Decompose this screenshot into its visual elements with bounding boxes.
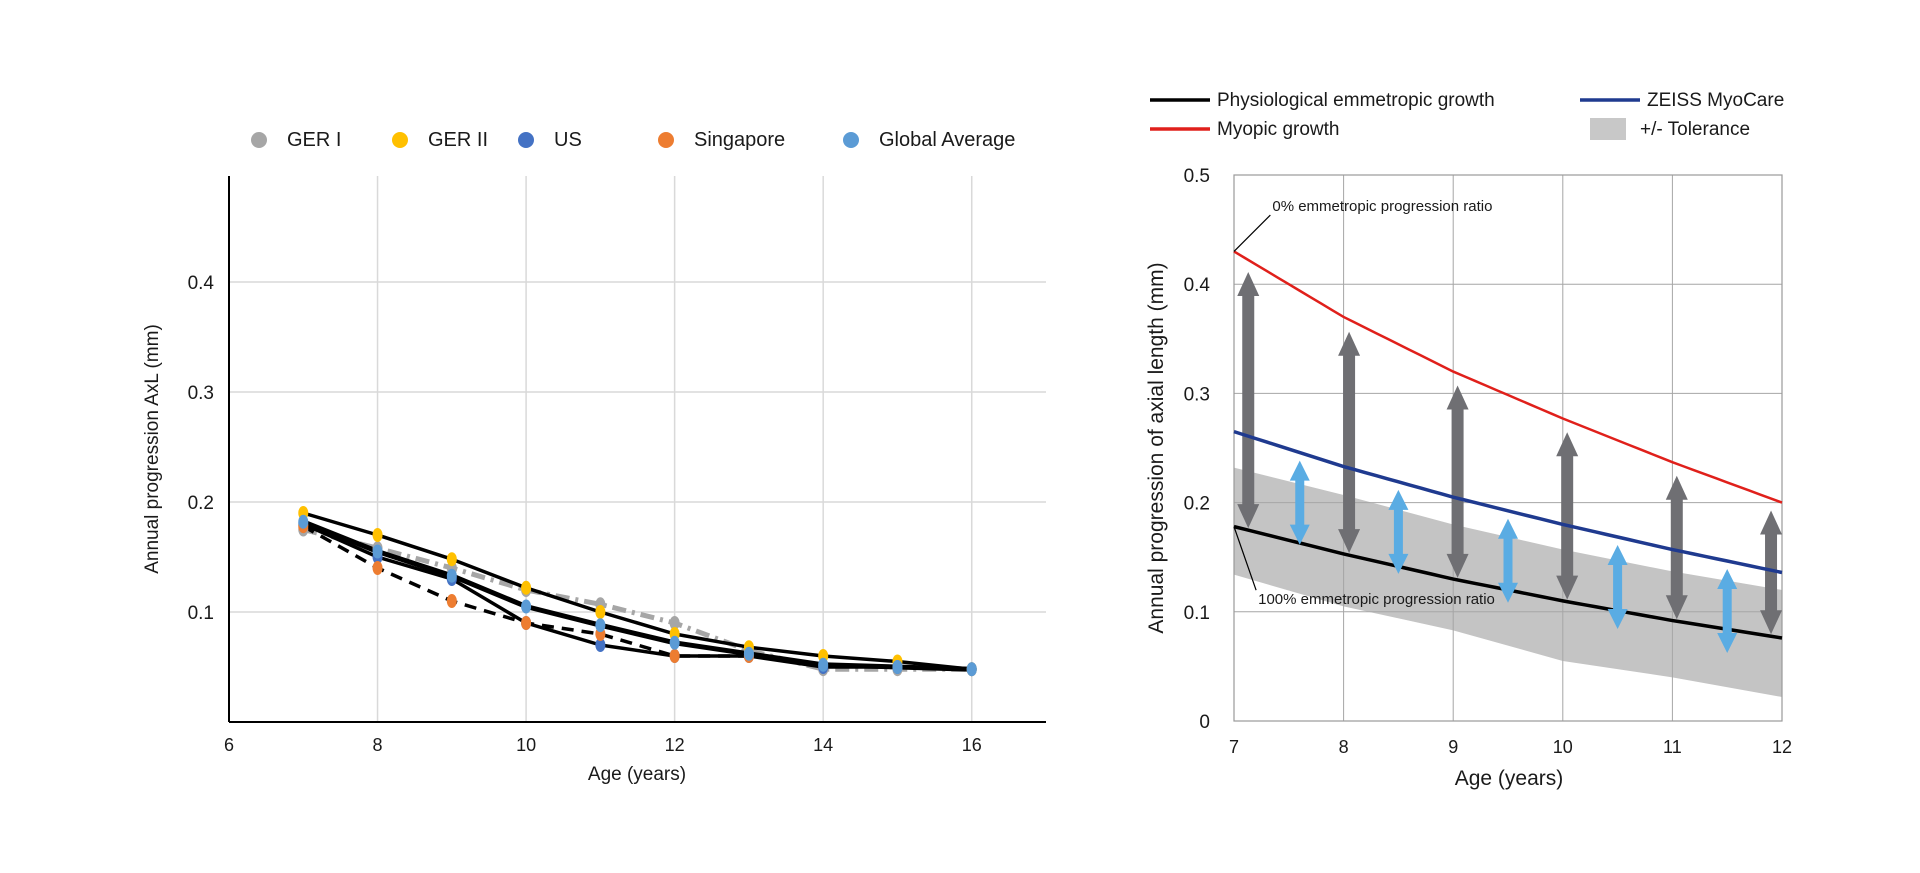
- legend-label: Myopic growth: [1217, 119, 1340, 140]
- blue-double-arrow: [1607, 544, 1628, 629]
- left-legend: GER I GER II US Singapore Global Average: [251, 129, 1015, 151]
- legend-marker: [392, 132, 408, 148]
- legend-label: GER II: [428, 129, 488, 151]
- data-point-4: [372, 544, 383, 559]
- series-line-2: [1233, 429, 1783, 575]
- blue-double-arrow: [1717, 569, 1738, 654]
- left-y-tick-label: 0.3: [188, 383, 214, 404]
- legend-label: US: [554, 129, 582, 151]
- data-point-4: [892, 660, 903, 674]
- data-point-0: [669, 616, 680, 630]
- data-point-2: [595, 638, 606, 652]
- left-x-tick-label: 14: [813, 735, 833, 755]
- series-line-1: [1233, 250, 1783, 504]
- data-point-1: [446, 552, 457, 567]
- gray-double-arrow: [1338, 331, 1361, 554]
- data-point-3: [372, 561, 383, 575]
- left-y-axis-label: Annual progression AxL (mm): [142, 324, 163, 574]
- data-point-4: [521, 599, 532, 614]
- gray-double-arrow: [1665, 475, 1688, 620]
- left-y-ticks: 0.1 0.2 0.3 0.4: [188, 273, 215, 624]
- legend-label: ZEISS MyoCare: [1647, 90, 1784, 111]
- data-point-1: [595, 605, 606, 619]
- gray-double-arrow: [1760, 510, 1783, 635]
- gray-double-arrow: [1556, 432, 1579, 600]
- right-plot-frame: [1233, 174, 1783, 722]
- left-y-tick-label: 0.1: [188, 603, 214, 624]
- data-point-3: [446, 594, 457, 608]
- blue-arrows: [1289, 460, 1738, 654]
- series-line-0: [302, 527, 972, 672]
- right-x-axis-label: Age (years): [1455, 767, 1564, 790]
- right-x-tick-label: 12: [1772, 737, 1792, 757]
- data-point-3: [669, 649, 680, 663]
- right-x-tick-label: 10: [1553, 737, 1573, 757]
- right-y-tick-label: 0.3: [1184, 384, 1210, 405]
- legend-marker: [658, 132, 674, 148]
- annotation-leader: [1233, 526, 1257, 591]
- right-y-tick-label: 0: [1199, 712, 1210, 733]
- blue-double-arrow: [1498, 518, 1518, 603]
- legend-label: GER I: [287, 129, 341, 151]
- series-line-1: [302, 511, 972, 671]
- data-point-4: [669, 635, 680, 650]
- gray-double-arrow: [1446, 385, 1469, 578]
- right-y-tick-label: 0.4: [1184, 275, 1211, 296]
- legend-label: +/- Tolerance: [1640, 119, 1750, 140]
- right-legend: Physiological emmetropic growth ZEISS Myo…: [1150, 90, 1784, 140]
- data-point-1: [521, 580, 532, 595]
- data-point-3: [521, 616, 532, 630]
- left-x-tick-label: 8: [373, 735, 383, 755]
- right-y-tick-label: 0.5: [1184, 166, 1210, 187]
- legend-marker: [843, 132, 859, 148]
- right-x-tick-label: 8: [1339, 737, 1349, 757]
- series-line-4: [302, 519, 972, 672]
- left-chart: 6 8 10 12 14 16 0.1 0.2 0.3 0.4 GER I GER II US Sin…: [142, 129, 1046, 785]
- right-grid: [1234, 175, 1782, 721]
- data-point-1: [372, 528, 383, 542]
- data-point-4: [966, 662, 977, 677]
- left-y-tick-label: 0.2: [188, 493, 214, 514]
- right-x-ticks: 7 8 9 10 11 12: [1229, 737, 1792, 757]
- annotation-leader: [1233, 214, 1271, 252]
- data-point-4: [446, 568, 457, 583]
- right-y-ticks: 0 0.1 0.2 0.3 0.4 0.5: [1184, 166, 1211, 733]
- left-series: [298, 506, 977, 677]
- right-y-axis-label: Annual progression of axial length (mm): [1145, 262, 1168, 633]
- right-annotations: 0% emmetropic progression ratio 100% emme…: [1233, 198, 1495, 608]
- right-x-tick-label: 9: [1448, 737, 1458, 757]
- left-x-axis-label: Age (years): [588, 764, 686, 785]
- gray-arrows: [1237, 271, 1783, 635]
- blue-double-arrow: [1289, 460, 1310, 545]
- left-grid: [229, 176, 1046, 722]
- gray-double-arrow: [1237, 271, 1260, 529]
- series-line-2: [302, 522, 972, 671]
- left-y-tick-label: 0.4: [188, 273, 215, 294]
- data-point-4: [743, 646, 754, 661]
- right-y-tick-label: 0.2: [1184, 494, 1210, 515]
- legend-marker: [251, 132, 267, 148]
- right-y-tick-label: 0.1: [1184, 603, 1210, 624]
- legend-label: Global Average: [879, 129, 1015, 151]
- legend-marker: [518, 132, 534, 148]
- annotation-text: 0% emmetropic progression ratio: [1272, 198, 1492, 215]
- data-point-4: [818, 657, 829, 672]
- left-x-tick-label: 6: [224, 735, 234, 755]
- data-point-4: [298, 514, 309, 529]
- blue-double-arrow: [1388, 489, 1409, 574]
- legend-label: Physiological emmetropic growth: [1217, 90, 1495, 111]
- left-x-tick-label: 16: [962, 735, 982, 755]
- left-x-tick-label: 10: [516, 735, 536, 755]
- right-x-tick-label: 7: [1229, 737, 1239, 757]
- left-x-tick-label: 12: [665, 735, 685, 755]
- data-point-4: [595, 618, 606, 633]
- left-x-ticks: 6 8 10 12 14 16: [224, 735, 982, 755]
- annotation-text: 100% emmetropic progression ratio: [1258, 591, 1495, 608]
- right-chart: 7 8 9 10 11 12 0 0.1 0.2 0.3 0.4 0.5 0% emmetropic…: [1145, 90, 1792, 790]
- legend-label: Singapore: [694, 129, 785, 151]
- legend-swatch: [1590, 118, 1626, 140]
- right-x-tick-label: 11: [1663, 737, 1682, 757]
